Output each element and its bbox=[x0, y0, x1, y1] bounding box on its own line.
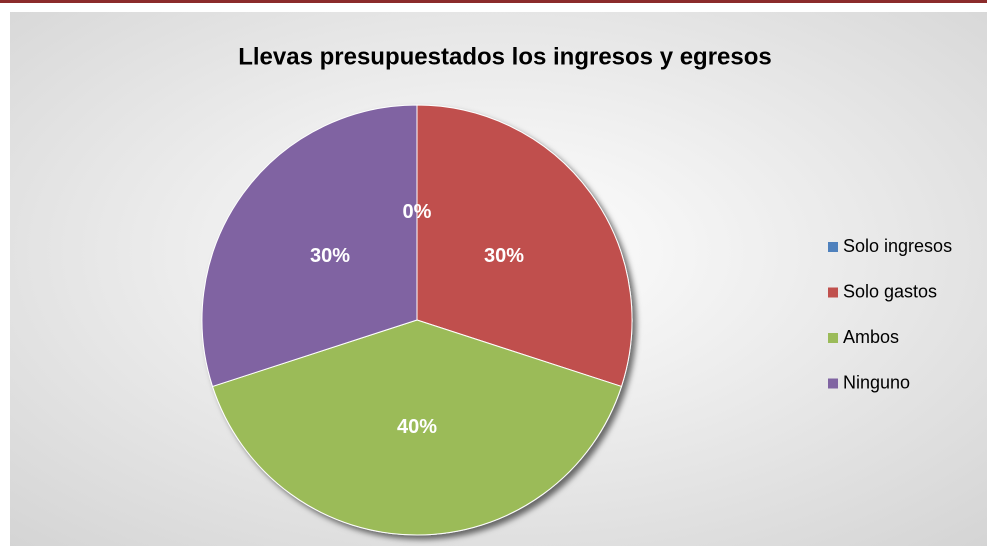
legend-label: Ninguno bbox=[843, 372, 910, 392]
pie-slice bbox=[201, 104, 418, 388]
top-rule bbox=[0, 0, 987, 3]
data-label: 30% bbox=[484, 245, 524, 267]
legend-label: Solo ingresos bbox=[843, 236, 952, 256]
chart-title: Llevas presupuestados los ingresos y egr… bbox=[238, 43, 772, 70]
pie-slice bbox=[211, 319, 623, 536]
legend-label: Solo gastos bbox=[843, 281, 937, 301]
legend-label: Ambos bbox=[843, 327, 899, 347]
data-label: 30% bbox=[310, 245, 350, 267]
data-label: 40% bbox=[397, 416, 437, 438]
pie-slice bbox=[416, 104, 633, 388]
legend-swatch bbox=[828, 287, 838, 298]
legend-swatch bbox=[828, 378, 838, 389]
legend-swatch bbox=[828, 333, 838, 343]
data-label: 0% bbox=[403, 201, 432, 223]
legend-swatch bbox=[828, 242, 838, 252]
pie bbox=[201, 104, 633, 536]
